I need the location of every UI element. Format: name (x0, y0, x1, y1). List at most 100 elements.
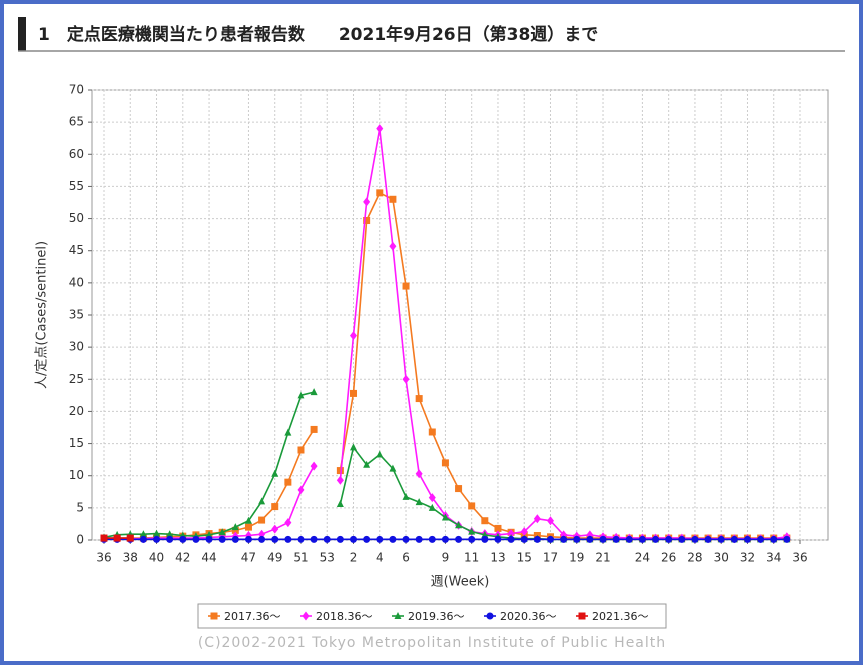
data-point (546, 516, 554, 526)
data-point (402, 492, 410, 500)
data-point (560, 535, 568, 543)
data-point (652, 535, 660, 543)
data-point (455, 535, 463, 543)
x-tick-label: 30 (714, 551, 729, 565)
x-tick-label: 34 (766, 551, 781, 565)
data-point (231, 535, 239, 543)
legend-label: 2017.36～ (224, 610, 281, 623)
y-tick-label: 30 (69, 340, 84, 354)
x-tick-label: 4 (376, 551, 384, 565)
data-point (494, 535, 502, 543)
data-point (599, 535, 607, 543)
y-tick-label: 5 (76, 500, 84, 514)
data-point (402, 282, 410, 290)
y-tick-label: 60 (69, 147, 84, 161)
data-point (297, 535, 305, 543)
data-point (218, 535, 226, 543)
data-point (376, 124, 384, 134)
y-tick-label: 45 (69, 243, 84, 257)
data-point (678, 535, 686, 543)
data-point (244, 516, 252, 524)
x-tick-label: 9 (442, 551, 450, 565)
data-point (271, 524, 279, 534)
data-point (468, 535, 476, 543)
data-point (441, 459, 449, 467)
x-tick-label: 2 (350, 551, 358, 565)
data-point (743, 535, 751, 543)
data-point (665, 535, 673, 543)
x-tick-label: 44 (201, 551, 216, 565)
data-point (205, 535, 213, 543)
y-tick-label: 10 (69, 468, 84, 482)
data-point (376, 450, 384, 458)
data-point (258, 535, 266, 543)
data-point (717, 535, 725, 543)
x-tick-label: 36 (792, 551, 807, 565)
x-tick-label: 47 (241, 551, 256, 565)
data-point (139, 530, 147, 538)
data-point (139, 535, 147, 543)
data-point (192, 535, 200, 543)
data-point (350, 443, 358, 451)
x-tick-label: 49 (267, 551, 282, 565)
data-point (389, 464, 397, 472)
data-point (481, 535, 489, 543)
data-point (284, 428, 292, 436)
data-point (350, 535, 358, 543)
data-point (507, 529, 515, 539)
y-tick-label: 40 (69, 275, 84, 289)
x-tick-label: 28 (687, 551, 702, 565)
data-point (415, 469, 423, 479)
legend-marker (302, 611, 310, 621)
data-point (402, 374, 410, 384)
chart-title: 1 定点医療機関当たり患者報告数 2021年9月26日（第38週）まで (38, 24, 598, 45)
data-point (218, 528, 226, 536)
data-point (481, 517, 489, 525)
data-point (770, 535, 778, 543)
data-point (310, 461, 318, 471)
data-point (297, 391, 305, 399)
data-point (757, 535, 765, 543)
y-axis-label: 人/定点(Cases/sentinel) (35, 241, 50, 389)
legend-marker (578, 612, 586, 620)
x-tick-label: 42 (175, 551, 190, 565)
data-point (179, 535, 187, 543)
data-point (428, 428, 436, 436)
data-point (468, 502, 476, 510)
header-bar (18, 17, 26, 51)
data-point (533, 514, 541, 524)
data-point (310, 388, 318, 396)
x-tick-label: 13 (490, 551, 505, 565)
data-point (546, 535, 554, 543)
data-point (310, 425, 318, 433)
data-point (376, 535, 384, 543)
data-point (428, 493, 436, 503)
legend-label: 2020.36～ (500, 610, 557, 623)
data-point (428, 535, 436, 543)
data-point (231, 526, 239, 534)
x-tick-label: 40 (149, 551, 164, 565)
data-point (284, 535, 292, 543)
data-point (258, 497, 266, 505)
data-point (100, 534, 108, 542)
data-point (402, 535, 410, 543)
data-point (533, 535, 541, 543)
data-point (336, 500, 344, 507)
legend-label: 2018.36～ (316, 610, 373, 623)
data-point (336, 475, 344, 485)
x-tick-label: 32 (740, 551, 755, 565)
x-tick-label: 11 (464, 551, 479, 565)
y-tick-label: 25 (69, 372, 84, 386)
data-point (455, 485, 463, 493)
x-axis-label: 週(Week) (431, 575, 490, 590)
x-tick-label: 15 (517, 551, 532, 565)
data-point (271, 535, 279, 543)
data-point (573, 535, 581, 543)
x-tick-label: 26 (661, 551, 676, 565)
data-point (153, 535, 161, 543)
data-point (520, 527, 528, 537)
data-point (415, 535, 423, 543)
data-point (284, 518, 292, 528)
data-point (363, 460, 371, 468)
